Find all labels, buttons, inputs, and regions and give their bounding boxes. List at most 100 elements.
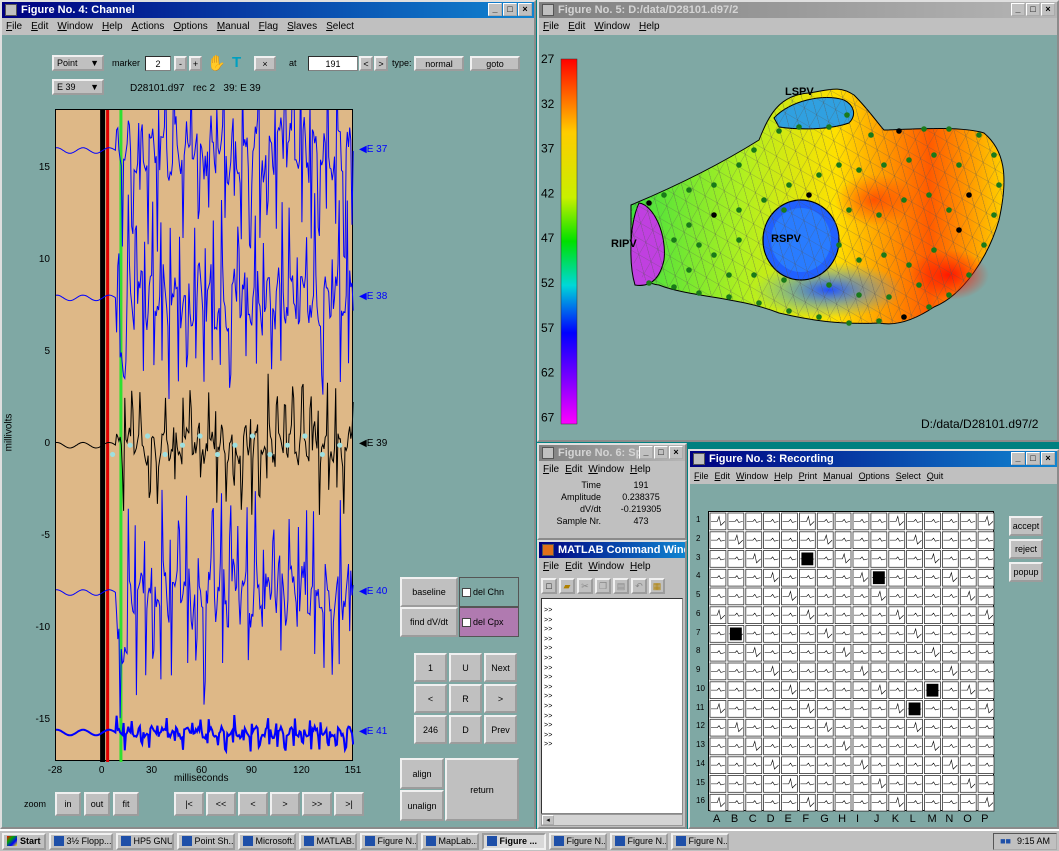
grid-cell[interactable] xyxy=(888,737,906,756)
activation-marker[interactable] xyxy=(162,451,168,458)
grid-cell[interactable] xyxy=(977,606,995,625)
electrode-point[interactable] xyxy=(876,318,882,324)
taskbar-item[interactable]: Figure ... xyxy=(481,832,546,850)
nav-button-6[interactable]: 246 xyxy=(414,715,447,744)
electrode-point[interactable] xyxy=(991,212,997,218)
grid-cell[interactable] xyxy=(834,643,852,662)
grid-cell[interactable] xyxy=(852,587,870,606)
grid-cell[interactable] xyxy=(959,681,977,700)
grid-cell[interactable] xyxy=(727,568,745,587)
grid-cell[interactable] xyxy=(763,700,780,718)
grid-cell[interactable] xyxy=(745,643,763,662)
type-select[interactable]: normal xyxy=(414,56,464,71)
grid-cell[interactable] xyxy=(906,643,923,662)
grid-cell[interactable] xyxy=(816,587,834,606)
maximize-button[interactable]: □ xyxy=(1026,452,1040,465)
zoom-out-button[interactable]: out xyxy=(84,792,110,816)
grid-cell[interactable] xyxy=(745,568,763,587)
grid-cell[interactable] xyxy=(852,756,870,775)
del-chn-checkbox[interactable]: del Chn xyxy=(459,577,519,607)
grid-cell[interactable] xyxy=(745,531,763,549)
grid-cell[interactable] xyxy=(941,718,959,737)
menu-options[interactable]: Options xyxy=(173,21,208,32)
electrode-point[interactable] xyxy=(781,277,787,283)
electrode-point[interactable] xyxy=(886,294,892,300)
grid-cell[interactable] xyxy=(834,756,852,775)
grid-cell[interactable] xyxy=(745,756,763,775)
grid-cell[interactable] xyxy=(799,756,816,775)
electrode-point[interactable] xyxy=(671,237,677,243)
grid-cell[interactable] xyxy=(781,550,798,568)
grid-cell[interactable] xyxy=(834,625,852,643)
activation-marker[interactable] xyxy=(319,451,325,458)
menu-help[interactable]: Help xyxy=(629,561,651,572)
grid-cell[interactable] xyxy=(781,700,798,718)
grid-cell[interactable] xyxy=(763,531,780,549)
grid-cell[interactable] xyxy=(852,718,870,737)
nav-button-8[interactable]: Prev xyxy=(484,715,517,744)
grid-cell[interactable] xyxy=(977,718,995,737)
grid-cell[interactable] xyxy=(852,512,870,531)
grid-cell[interactable] xyxy=(941,662,959,681)
maximize-button[interactable]: □ xyxy=(654,446,668,459)
grid-cell[interactable] xyxy=(745,700,763,718)
grid-cell[interactable] xyxy=(727,587,745,606)
grid-cell[interactable] xyxy=(888,662,906,681)
grid-cell[interactable] xyxy=(888,625,906,643)
scroll-button-2[interactable]: < xyxy=(238,792,268,816)
electrode-point[interactable] xyxy=(661,192,667,198)
reject-button[interactable]: reject xyxy=(1009,539,1043,559)
grid-cell[interactable] xyxy=(959,700,977,718)
activation-marker[interactable] xyxy=(179,442,186,448)
grid-cell[interactable] xyxy=(781,531,798,549)
activation-marker[interactable] xyxy=(337,442,343,448)
menu-help[interactable]: Help xyxy=(638,21,660,32)
electrode-point[interactable] xyxy=(876,212,882,218)
grid-cell[interactable] xyxy=(745,681,763,700)
grid-cell[interactable] xyxy=(763,718,780,737)
taskbar-item[interactable]: Figure N... xyxy=(548,832,607,850)
minimize-button[interactable]: _ xyxy=(488,3,502,16)
grid-cell[interactable] xyxy=(816,662,834,681)
grid-cell[interactable] xyxy=(816,512,834,531)
figure4-titlebar[interactable]: Figure No. 4: Channel _ □ × xyxy=(2,2,534,18)
grid-cell[interactable] xyxy=(888,643,906,662)
grid-cell[interactable] xyxy=(799,775,816,793)
grid-cell[interactable] xyxy=(941,587,959,606)
nav-button-7[interactable]: D xyxy=(449,715,482,744)
grid-cell[interactable] xyxy=(781,643,798,662)
baseline-button[interactable]: baseline xyxy=(400,577,458,607)
grid-cell[interactable] xyxy=(781,625,798,643)
grid-cell[interactable] xyxy=(906,531,923,549)
grid-cell[interactable] xyxy=(906,512,923,531)
grid-cell[interactable] xyxy=(977,793,995,812)
grid-cell[interactable] xyxy=(870,643,888,662)
grid-cell[interactable] xyxy=(799,718,816,737)
grid-cell[interactable] xyxy=(977,700,995,718)
marker-field[interactable]: 2 xyxy=(145,56,171,71)
electrode-point[interactable] xyxy=(836,242,842,248)
grid-cell[interactable] xyxy=(924,625,941,643)
scroll-button-5[interactable]: >| xyxy=(334,792,364,816)
electrode-point[interactable] xyxy=(896,128,902,134)
grid-cell[interactable] xyxy=(959,531,977,549)
grid-cell[interactable] xyxy=(727,737,745,756)
grid-cell[interactable] xyxy=(870,662,888,681)
close-button[interactable]: × xyxy=(518,3,532,16)
menu-print[interactable]: Print xyxy=(798,470,818,481)
grid-cell[interactable] xyxy=(924,662,941,681)
grid-cell[interactable] xyxy=(977,625,995,643)
grid-cell[interactable] xyxy=(959,775,977,793)
grid-cell[interactable] xyxy=(763,512,780,531)
grid-cell[interactable] xyxy=(781,681,798,700)
grid-cell[interactable] xyxy=(799,700,816,718)
grid-cell[interactable] xyxy=(834,606,852,625)
delete-marker-button[interactable]: × xyxy=(254,56,276,71)
grid-cell[interactable] xyxy=(834,587,852,606)
grid-cell[interactable] xyxy=(709,568,727,587)
electrode-point[interactable] xyxy=(916,282,922,288)
electrode-point[interactable] xyxy=(868,132,874,138)
grid-cell[interactable] xyxy=(709,662,727,681)
grid-cell[interactable] xyxy=(870,625,888,643)
grid-cell[interactable] xyxy=(852,606,870,625)
